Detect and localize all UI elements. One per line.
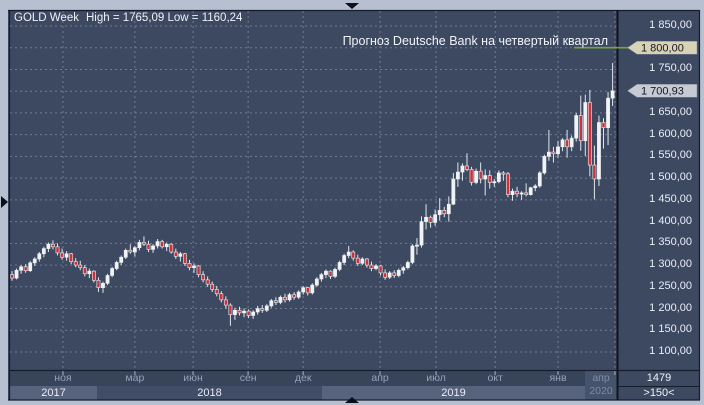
year-label: 2017 [41, 387, 66, 399]
high-low-label: High = 1765,09 Low = 1160,24 [85, 12, 243, 24]
corner-info-box[interactable]: 1479 >150< [618, 371, 700, 400]
price-tick-label: 1 750,00 [649, 62, 692, 75]
month-tick-label: мар [125, 372, 145, 384]
month-tick-label: сен [239, 372, 257, 384]
month-tick-label: апр [371, 372, 389, 384]
price-tick-label: 1 250,00 [649, 279, 692, 292]
bar-count-label: 1479 [618, 371, 700, 387]
zoom-range-label[interactable]: >150< [643, 387, 675, 399]
price-tick-label: 1 100,00 [649, 345, 692, 357]
price-tick-label: 1 150,00 [649, 323, 692, 336]
price-tick-label: 1 700,00 [649, 84, 692, 97]
year-segment [322, 386, 585, 400]
month-tick-label: ноя [54, 372, 72, 384]
scroll-left-arrow[interactable] [1, 196, 8, 208]
year-segment [97, 386, 322, 400]
price-axis[interactable]: 1 100,00 1 150,00 1 200,00 1 250,00 1 300,00… [618, 10, 700, 370]
price-tick-label: 1 350,00 [649, 236, 692, 249]
month-tick-label: окт [487, 372, 503, 384]
year-segment [10, 386, 97, 400]
price-tick-label: 1 200,00 [649, 301, 692, 314]
price-tick-label: 1 650,00 [649, 105, 692, 118]
price-tick-label: 1 450,00 [649, 192, 692, 205]
month-tick-label: июн [183, 372, 203, 384]
month-tick-label: июл [426, 372, 446, 384]
chart-background [8, 10, 700, 400]
price-tick-label: 1 800,00 [649, 40, 692, 53]
time-axis-years[interactable]: 2017 2018 2019 [10, 386, 585, 400]
scroll-up-arrow[interactable] [345, 3, 359, 9]
price-tick-label: 1 500,00 [649, 171, 692, 184]
current-month-label: апр [592, 372, 610, 384]
month-tick-label: дек [294, 372, 312, 384]
year-label: 2019 [441, 387, 466, 399]
current-year-label: 2020 [589, 385, 613, 397]
current-period-panel: апр 2020 [585, 371, 617, 400]
year-label: 2018 [197, 387, 222, 399]
plot-area[interactable] [10, 10, 617, 370]
price-tick-label: 1 600,00 [649, 127, 692, 140]
forecast-annotation: Прогноз Deutsche Bank на четвертый кварт… [342, 34, 608, 48]
price-tick-label: 1 550,00 [649, 149, 692, 162]
price-tick-label: 1 400,00 [649, 214, 692, 227]
price-tick-label: 1 300,00 [649, 258, 692, 271]
price-tick-label: 1 850,00 [649, 19, 692, 31]
month-tick-label: янв [549, 372, 567, 384]
time-axis-months[interactable]: ноя мар июн сен дек апр июл окт янв [10, 371, 585, 386]
